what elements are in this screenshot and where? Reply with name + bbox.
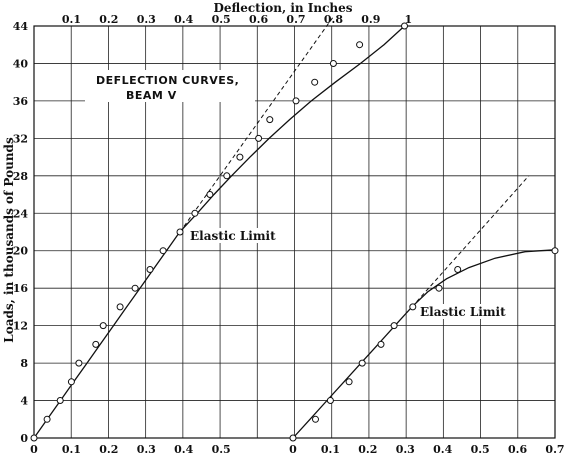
y-tick-label: 16: [13, 282, 29, 295]
y-tick-label: 8: [20, 357, 28, 370]
top-x-tick-label: 0.1: [62, 13, 81, 26]
data-point-left-beam: [311, 78, 319, 86]
data-point-left-beam: [75, 359, 83, 367]
bottom-right-x-tick-label: 0.7: [545, 443, 564, 456]
tick-labels: 0 4 8 12 16 20 24 28 32 36 40 44 0.1 0.2 0.3 0.4 0.5 0.6 0…: [13, 13, 565, 456]
data-point-left-beam: [146, 266, 154, 273]
y-tick-label: 24: [13, 207, 29, 220]
y-tick-label: 12: [13, 320, 28, 333]
data-point-left-beam: [292, 97, 300, 105]
data-point-right-beam: [377, 340, 385, 348]
y-tick-label: 28: [13, 170, 29, 183]
chart-title-line-2: BEAM V: [126, 89, 177, 102]
top-x-tick-label: 1: [404, 13, 412, 26]
data-point-right-beam: [358, 359, 366, 367]
top-x-tick-label: 0.7: [286, 13, 305, 26]
top-axis-title: Deflection, in Inches: [213, 1, 352, 15]
data-point-left-beam: [30, 434, 38, 442]
top-x-tick-label: 0.5: [212, 13, 231, 26]
data-point-left-beam: [236, 153, 244, 161]
bottom-left-x-tick-label: 0: [30, 443, 38, 456]
data-point-left-beam: [67, 378, 75, 386]
data-point-left-beam: [255, 134, 263, 142]
data-point-right-beam: [390, 322, 398, 330]
y-axis-title: Loads, in thousands of Pounds: [2, 137, 16, 343]
data-point-left-beam: [43, 415, 51, 423]
data-point-left-beam: [116, 303, 124, 311]
caption-background: [85, 70, 255, 102]
data-point-right-beam: [435, 284, 443, 292]
bottom-left-x-tick-label: 0.1: [62, 443, 81, 456]
bottom-right-x-tick-label: 0.5: [471, 443, 490, 456]
top-x-tick-label: 0.2: [99, 13, 118, 26]
y-tick-label: 36: [13, 95, 29, 108]
annotation-background-right: [418, 304, 516, 319]
data-point-left-beam: [56, 397, 64, 404]
y-tick-label: 32: [13, 132, 28, 145]
data-point-left-beam: [223, 172, 231, 180]
y-tick-label: 0: [20, 432, 28, 445]
data-point-right-beam: [345, 378, 353, 386]
y-tick-label: 20: [13, 245, 29, 258]
bottom-left-x-tick-label: 0.2: [99, 443, 118, 456]
data-point-right-beam: [312, 415, 319, 423]
proportional-line-left: [179, 16, 334, 233]
data-point-left-beam: [176, 228, 184, 236]
data-point-left-beam: [92, 340, 100, 348]
y-tick-label: 40: [13, 57, 29, 70]
top-x-tick-label: 0.4: [174, 13, 193, 26]
top-x-tick-label: 0.6: [249, 13, 268, 26]
elastic-limit-label-right: Elastic Limit: [420, 305, 506, 319]
bottom-right-x-tick-label: 0.6: [508, 443, 527, 456]
data-point-left-beam: [329, 60, 337, 67]
data-point-right-beam: [289, 434, 297, 442]
data-point-right-beam: [409, 303, 417, 311]
top-x-tick-label: 0.8: [324, 13, 343, 26]
data-point-left-beam: [266, 116, 274, 124]
top-x-tick-label: 0.9: [361, 13, 380, 26]
data-point-left-beam: [401, 22, 408, 30]
data-point-left-beam: [131, 284, 139, 292]
data-point-left-beam: [356, 41, 364, 49]
bottom-right-x-tick-label: 0.1: [321, 443, 340, 456]
data-point-left-beam: [206, 191, 214, 198]
elastic-limit-label-left: Elastic Limit: [190, 229, 276, 243]
bottom-left-x-tick-label: 0.3: [137, 443, 156, 456]
y-tick-label: 44: [13, 20, 29, 33]
bottom-right-x-tick-label: 0.4: [433, 443, 452, 456]
bottom-right-x-tick-label: 0: [289, 443, 297, 456]
data-point-left-beam: [191, 209, 199, 217]
chart-title-line-1: DEFLECTION CURVES,: [96, 74, 239, 87]
y-tick-label: 4: [20, 395, 28, 408]
data-points: [30, 22, 559, 442]
data-point-right-beam: [454, 266, 462, 273]
bottom-left-x-tick-label: 0.5: [212, 443, 231, 456]
annotation-background-left: [188, 228, 280, 243]
proportional-line-right: [411, 175, 530, 308]
load-deflection-curve-right: [292, 249, 556, 439]
top-x-tick-label: 0.3: [137, 13, 156, 26]
bottom-right-x-tick-label: 0.3: [396, 443, 415, 456]
data-point-left-beam: [99, 322, 107, 330]
data-point-right-beam: [551, 247, 559, 255]
data-point-left-beam: [159, 247, 167, 255]
bottom-left-x-tick-label: 0.4: [174, 443, 193, 456]
data-point-right-beam: [326, 397, 334, 404]
bottom-right-x-tick-label: 0.2: [358, 443, 377, 456]
